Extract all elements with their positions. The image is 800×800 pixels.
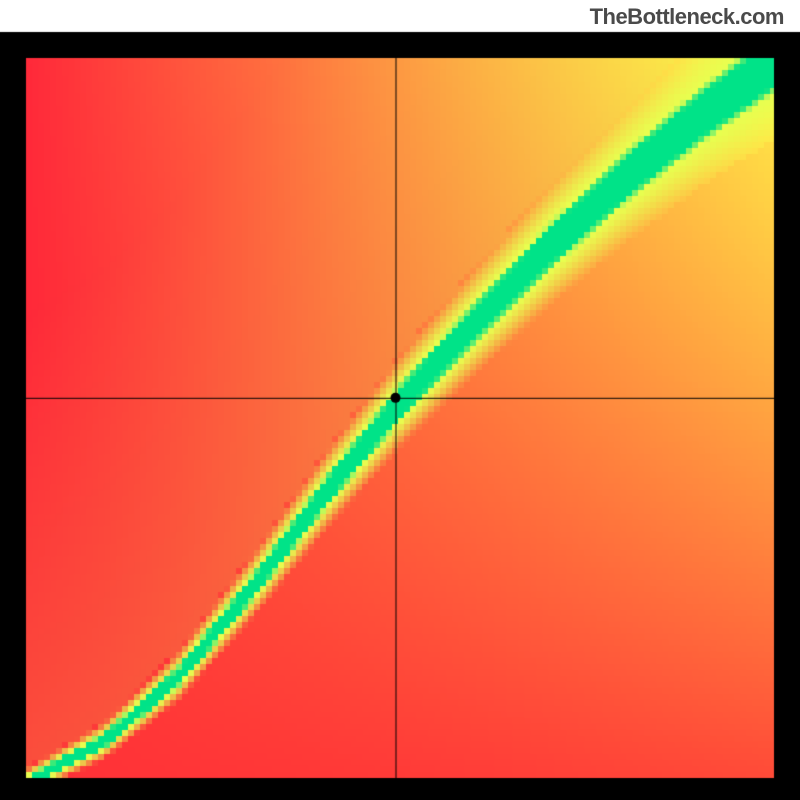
heatmap-canvas [0,0,800,800]
watermark-text: TheBottleneck.com [590,4,784,30]
